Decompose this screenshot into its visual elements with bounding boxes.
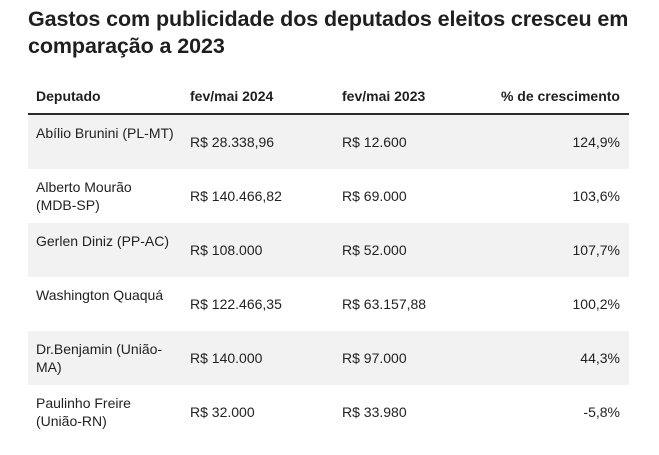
table-row: Gerlen Diniz (PP-AC) R$ 108.000 R$ 52.00… — [28, 223, 629, 277]
cell-crescimento: 107,7% — [572, 242, 620, 258]
cell-deputado: Paulinho Freire (União-RN) — [36, 395, 131, 429]
cell-deputado: Abílio Brunini (PL-MT) — [36, 125, 174, 141]
table-row: Dr.Benjamin (União-MA) R$ 140.000 R$ 97.… — [28, 331, 629, 385]
cell-deputado: Dr.Benjamin (União-MA) — [36, 341, 163, 375]
cell-fev-2024: R$ 140.466,82 — [190, 188, 282, 204]
table-row: Washington Quaquá R$ 122.466,35 R$ 63.15… — [28, 277, 629, 331]
data-table: Deputado fev/mai 2024 fev/mai 2023 % de … — [28, 78, 629, 439]
table-header: Deputado fev/mai 2024 fev/mai 2023 % de … — [28, 78, 629, 115]
cell-fev-2024: R$ 122.466,35 — [190, 296, 282, 312]
cell-fev-2023: R$ 63.157,88 — [342, 296, 427, 312]
cell-crescimento: 100,2% — [572, 296, 620, 312]
cell-deputado: Gerlen Diniz (PP-AC) — [36, 233, 170, 249]
cell-fev-2024: R$ 32.000 — [190, 404, 255, 420]
cell-deputado: Washington Quaquá — [36, 287, 164, 303]
page-title: Gastos com publicidade dos deputados ele… — [28, 7, 629, 58]
cell-fev-2023: R$ 12.600 — [342, 134, 407, 150]
cell-crescimento: 124,9% — [572, 134, 620, 150]
table-row: Abílio Brunini (PL-MT) R$ 28.338,96 R$ 1… — [28, 115, 629, 169]
cell-fev-2024: R$ 28.338,96 — [190, 134, 275, 150]
cell-fev-2023: R$ 97.000 — [342, 350, 407, 366]
cell-fev-2024: R$ 140.000 — [190, 350, 263, 366]
column-header-deputado: Deputado — [36, 88, 101, 104]
cell-crescimento: 103,6% — [572, 188, 620, 204]
cell-fev-2023: R$ 69.000 — [342, 188, 407, 204]
column-header-fev-2023: fev/mai 2023 — [342, 88, 426, 104]
cell-fev-2024: R$ 108.000 — [190, 242, 263, 258]
table-row: Alberto Mourão (MDB-SP) R$ 140.466,82 R$… — [28, 169, 629, 223]
cell-crescimento: -5,8% — [583, 404, 620, 420]
table-row: Paulinho Freire (União-RN) R$ 32.000 R$ … — [28, 385, 629, 439]
cell-fev-2023: R$ 33.980 — [342, 404, 407, 420]
column-header-crescimento: % de crescimento — [500, 88, 620, 104]
cell-deputado: Alberto Mourão (MDB-SP) — [36, 179, 132, 213]
column-header-fev-2024: fev/mai 2024 — [190, 88, 274, 104]
cell-crescimento: 44,3% — [580, 350, 620, 366]
cell-fev-2023: R$ 52.000 — [342, 242, 407, 258]
